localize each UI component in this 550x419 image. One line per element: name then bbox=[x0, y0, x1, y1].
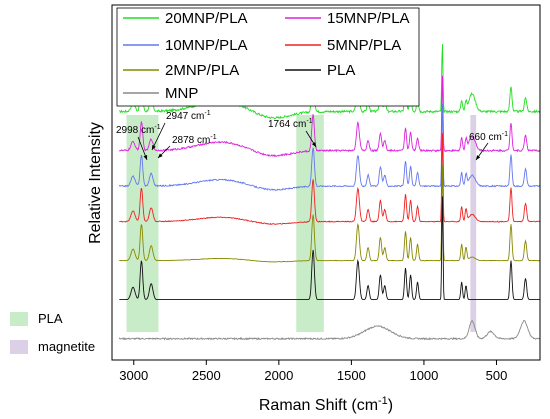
legend-label-3: 5MNP/PLA bbox=[327, 37, 401, 54]
annotation-label-sup-2: -1 bbox=[210, 134, 216, 141]
series-line-15mnp-pla bbox=[118, 75, 541, 158]
band-legend-swatch-0 bbox=[10, 312, 28, 326]
annotation-label-4: 660 cm-1 bbox=[469, 131, 508, 143]
x-axis-label-end: ) bbox=[388, 397, 393, 414]
x-tick-label-0: 3000 bbox=[119, 368, 148, 383]
x-axis-ticks: 3000 2500 2000 1500 1000 500 bbox=[119, 360, 507, 383]
annotation-label-sup-3: -1 bbox=[306, 118, 312, 125]
band-legend-label-0: PLA bbox=[38, 311, 63, 326]
annotation-label-main-4: 660 cm bbox=[469, 132, 502, 143]
spectra-lines bbox=[118, 44, 541, 341]
legend-label-5: PLA bbox=[327, 62, 355, 79]
annotation-label-2: 2878 cm-1 bbox=[172, 134, 217, 146]
annotation-label-main-0: 2998 cm bbox=[116, 125, 154, 136]
annotation-label-main-2: 2878 cm bbox=[172, 135, 210, 146]
legend-label-1: 15MNP/PLA bbox=[327, 10, 410, 27]
band-legend: PLA magnetite bbox=[10, 311, 95, 354]
annotation-arrowhead-0 bbox=[143, 155, 148, 160]
x-tick-label-5: 500 bbox=[486, 368, 508, 383]
annotation-label-0: 2998 cm-1 bbox=[116, 124, 161, 136]
annotation-label-sup-1: -1 bbox=[204, 110, 210, 117]
legend: 20MNP/PLA 15MNP/PLA 10MNP/PLA 5MNP/PLA 2MNP/… bbox=[116, 7, 420, 107]
x-tick-label-2: 2000 bbox=[264, 368, 293, 383]
series-line-2mnp-pla bbox=[119, 164, 541, 263]
x-axis-label: Raman Shift (cm-1) bbox=[259, 395, 393, 414]
annotation-label-sup-4: -1 bbox=[502, 131, 508, 138]
series-line-20mnp-pla bbox=[119, 44, 541, 120]
x-axis-label-superscript: -1 bbox=[378, 395, 388, 407]
annotation-label-main-3: 1764 cm bbox=[268, 119, 306, 130]
band-legend-label-1: magnetite bbox=[38, 339, 95, 354]
annotation-arrow-1 bbox=[151, 122, 166, 151]
annotation-arrowhead-3 bbox=[311, 142, 316, 147]
highlight-band-0 bbox=[126, 115, 159, 332]
annotation-arrowhead-1 bbox=[152, 145, 156, 150]
x-tick-label-4: 1000 bbox=[409, 368, 438, 383]
legend-label-0: 20MNP/PLA bbox=[165, 10, 248, 27]
annotation-arrowhead-4 bbox=[476, 155, 481, 160]
series-line-pla bbox=[119, 196, 540, 301]
highlight-bands bbox=[126, 115, 477, 332]
series-line-5mnp-pla bbox=[119, 133, 541, 225]
highlight-band-2 bbox=[470, 115, 477, 332]
plot-frame bbox=[111, 4, 541, 361]
band-legend-swatch-1 bbox=[10, 340, 28, 354]
annotation-label-main-1: 2947 cm bbox=[166, 111, 204, 122]
y-axis-label: Relative Intensity bbox=[87, 122, 104, 244]
legend-box bbox=[116, 7, 420, 107]
series-line-10mnp-pla bbox=[118, 103, 541, 192]
series-line-mnp bbox=[118, 319, 540, 341]
legend-label-6: MNP bbox=[165, 85, 198, 102]
annotation-label-sup-0: -1 bbox=[154, 124, 160, 131]
x-tick-label-3: 1500 bbox=[337, 368, 366, 383]
x-axis-label-main: Raman Shift (cm bbox=[259, 397, 378, 414]
annotation-label-3: 1764 cm-1 bbox=[268, 118, 313, 130]
x-tick-label-1: 2500 bbox=[192, 368, 221, 383]
annotation-label-1: 2947 cm-1 bbox=[166, 110, 211, 122]
annotation-arrowhead-2 bbox=[158, 153, 163, 158]
legend-label-4: 2MNP/PLA bbox=[165, 62, 239, 79]
legend-label-2: 10MNP/PLA bbox=[165, 37, 248, 54]
